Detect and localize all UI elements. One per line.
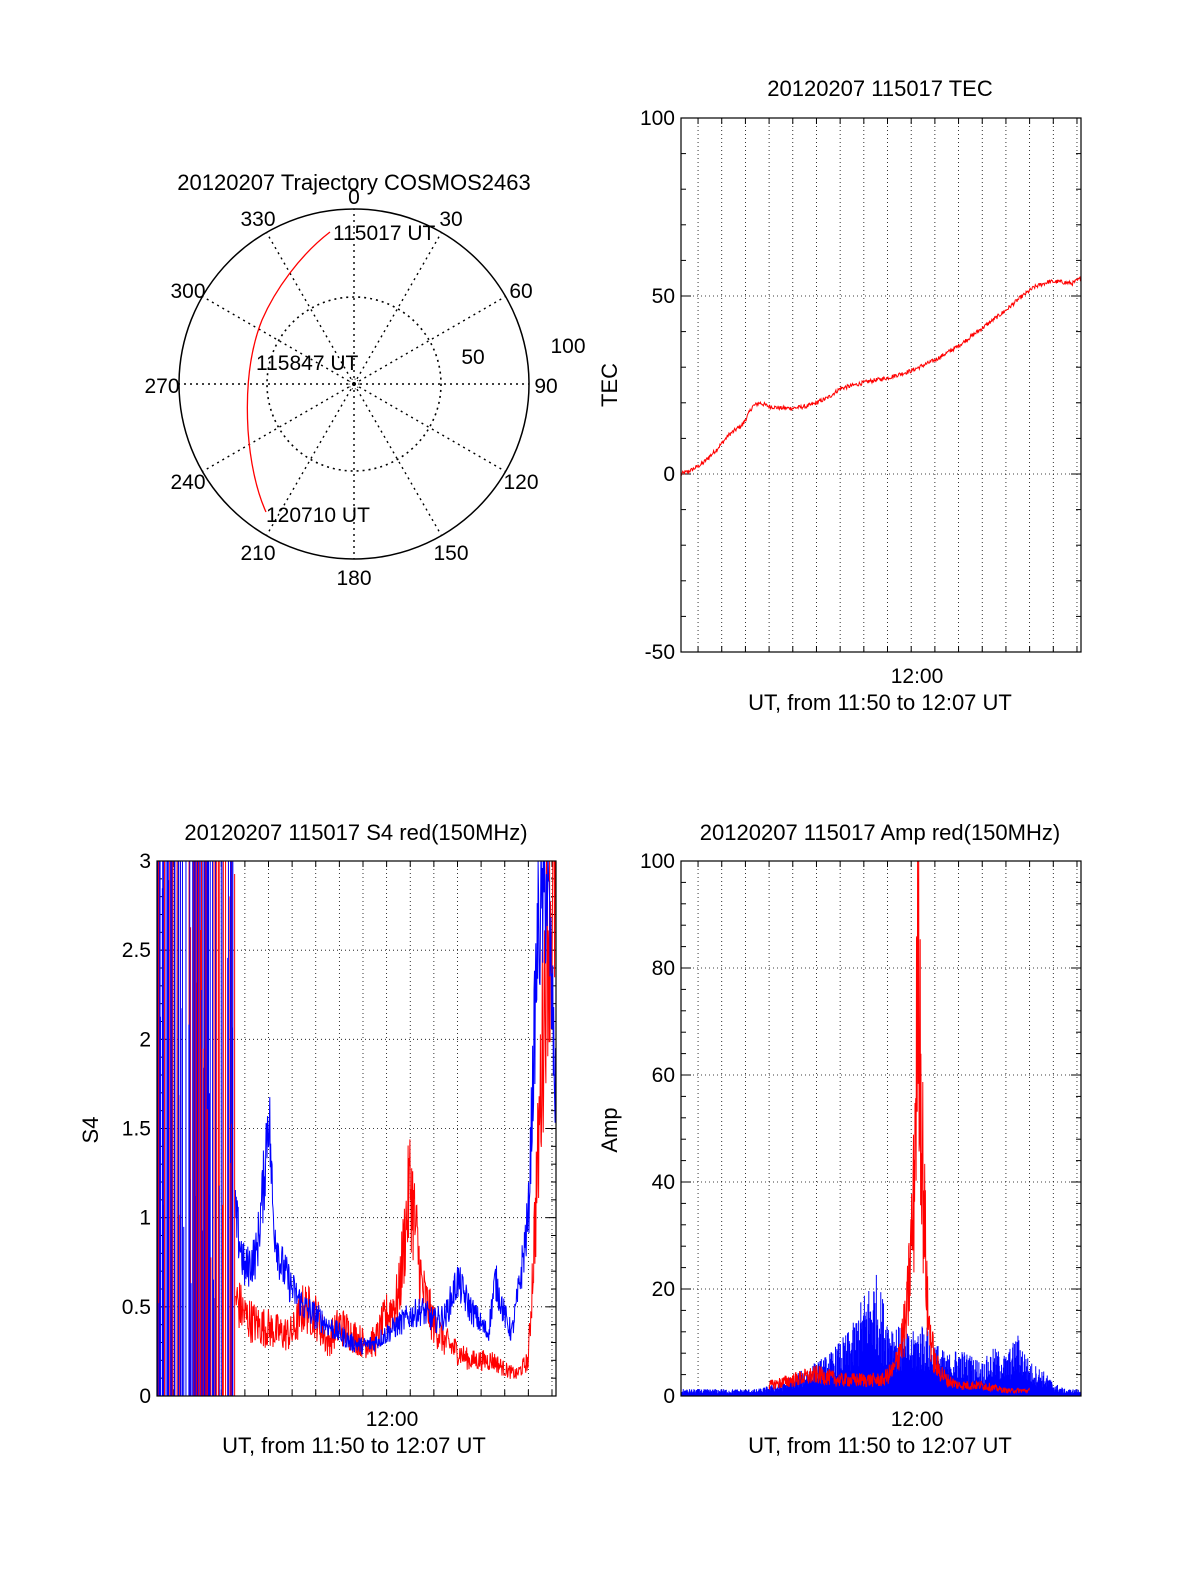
s4-y-ticks: 0 0.5 1 1.5 2 2.5 3: [122, 850, 151, 1408]
s4-series: [234, 860, 557, 1379]
series-line-s4-red: [234, 860, 557, 1379]
s4-panel: 20120207 115017 S4 red(150MHz) 0 0.5 1 1.5 2…: [78, 820, 557, 1458]
amp-x-tick-label: 12:00: [891, 1408, 944, 1431]
polar-spokes: [179, 209, 529, 559]
y-tick-label: 1.5: [122, 1118, 151, 1141]
trajectory-start-annotation: 115017 UT: [333, 222, 436, 245]
amp-y-ticks: 0 20 40 60 80 100: [640, 850, 675, 1408]
polar-angle-label: 90: [534, 375, 557, 398]
polar-angle-label: 210: [240, 542, 275, 565]
y-tick-label: 40: [652, 1171, 675, 1194]
s4-title: 20120207 115017 S4 red(150MHz): [184, 820, 527, 845]
y-tick-label: -50: [645, 641, 675, 664]
polar-trajectory-panel: 20120207 Trajectory COSMOS2463 0 30 60 9…: [144, 170, 585, 590]
trajectory-mid-annotation: 115847 UT: [256, 352, 359, 375]
tec-x-axis-label: UT, from 11:50 to 12:07 UT: [748, 690, 1012, 715]
tec-y-ticks: -50 0 50 100: [640, 107, 675, 664]
y-tick-label: 50: [652, 285, 675, 308]
y-tick-label: 2.5: [122, 939, 151, 962]
amp-title: 20120207 115017 Amp red(150MHz): [700, 820, 1060, 845]
y-tick-label: 0: [139, 1385, 151, 1408]
polar-title: 20120207 Trajectory COSMOS2463: [177, 170, 530, 195]
polar-spoke: [202, 295, 355, 385]
polar-spoke: [353, 232, 443, 385]
polar-inner-circle: [266, 296, 442, 472]
polar-angle-label: 30: [439, 208, 462, 231]
polar-spoke: [353, 383, 443, 536]
series-line-amp-red: [768, 860, 1031, 1395]
series-line-tec-red: [680, 275, 1082, 476]
s4-x-axis-label: UT, from 11:50 to 12:07 UT: [222, 1433, 486, 1458]
polar-angle-label: 150: [433, 542, 468, 565]
polar-spoke: [265, 383, 355, 536]
s4-low-elevation-noise: [157, 861, 236, 1396]
polar-center-marker: [348, 378, 360, 390]
s4-y-axis-label: S4: [78, 1117, 103, 1144]
tec-title: 20120207 115017 TEC: [767, 76, 993, 101]
s4-grid: [157, 860, 556, 1397]
amp-series: [768, 860, 1031, 1395]
y-tick-label: 100: [640, 107, 675, 130]
s4-x-tick-label: 12:00: [366, 1408, 419, 1431]
y-tick-label: 0.5: [122, 1296, 151, 1319]
y-tick-label: 1: [139, 1207, 151, 1230]
series-line-s4-blue: [234, 860, 557, 1355]
polar-spoke: [265, 232, 355, 385]
y-tick-label: 0: [663, 463, 675, 486]
trajectory-end-annotation: 120710 UT: [266, 504, 370, 527]
s4-plot-frame: [156, 860, 557, 1397]
polar-angle-label: 0: [348, 186, 360, 209]
amp-x-axis-label: UT, from 11:50 to 12:07 UT: [748, 1433, 1012, 1458]
y-tick-label: 20: [652, 1278, 675, 1301]
polar-spoke: [353, 383, 506, 473]
polar-angle-label: 60: [509, 280, 532, 303]
y-tick-label: 60: [652, 1064, 675, 1087]
tec-grid: [681, 117, 1081, 653]
polar-angle-label: 330: [240, 208, 275, 231]
y-tick-label: 3: [139, 850, 151, 873]
polar-angle-label: 300: [170, 280, 205, 303]
tec-panel: 20120207 115017 TEC -50 0 50 100 12:00 UT, …: [597, 76, 1082, 715]
tec-y-axis-label: TEC: [597, 363, 622, 407]
y-tick-label: 100: [640, 850, 675, 873]
y-tick-label: 0: [663, 1385, 675, 1408]
polar-spoke: [202, 383, 355, 473]
polar-angle-label: 180: [336, 567, 371, 590]
amp-plot-frame: [680, 860, 1082, 1397]
polar-angle-label: 270: [144, 375, 179, 398]
polar-spoke: [353, 295, 506, 385]
tec-plot-frame: [680, 117, 1082, 653]
polar-radius-label: 50: [461, 346, 484, 369]
tec-series: [680, 275, 1082, 476]
polar-angle-label: 240: [170, 471, 205, 494]
y-tick-label: 80: [652, 957, 675, 980]
amp-panel: 20120207 115017 Amp red(150MHz) 0 20 40 60 8…: [597, 820, 1082, 1458]
satellite-trajectory: [246, 231, 331, 513]
polar-angle-label: 120: [503, 471, 538, 494]
amp-y-axis-label: Amp: [597, 1107, 622, 1152]
y-tick-label: 2: [139, 1028, 151, 1051]
tec-x-tick-label: 12:00: [891, 665, 944, 688]
polar-radius-label: 100: [550, 335, 585, 358]
